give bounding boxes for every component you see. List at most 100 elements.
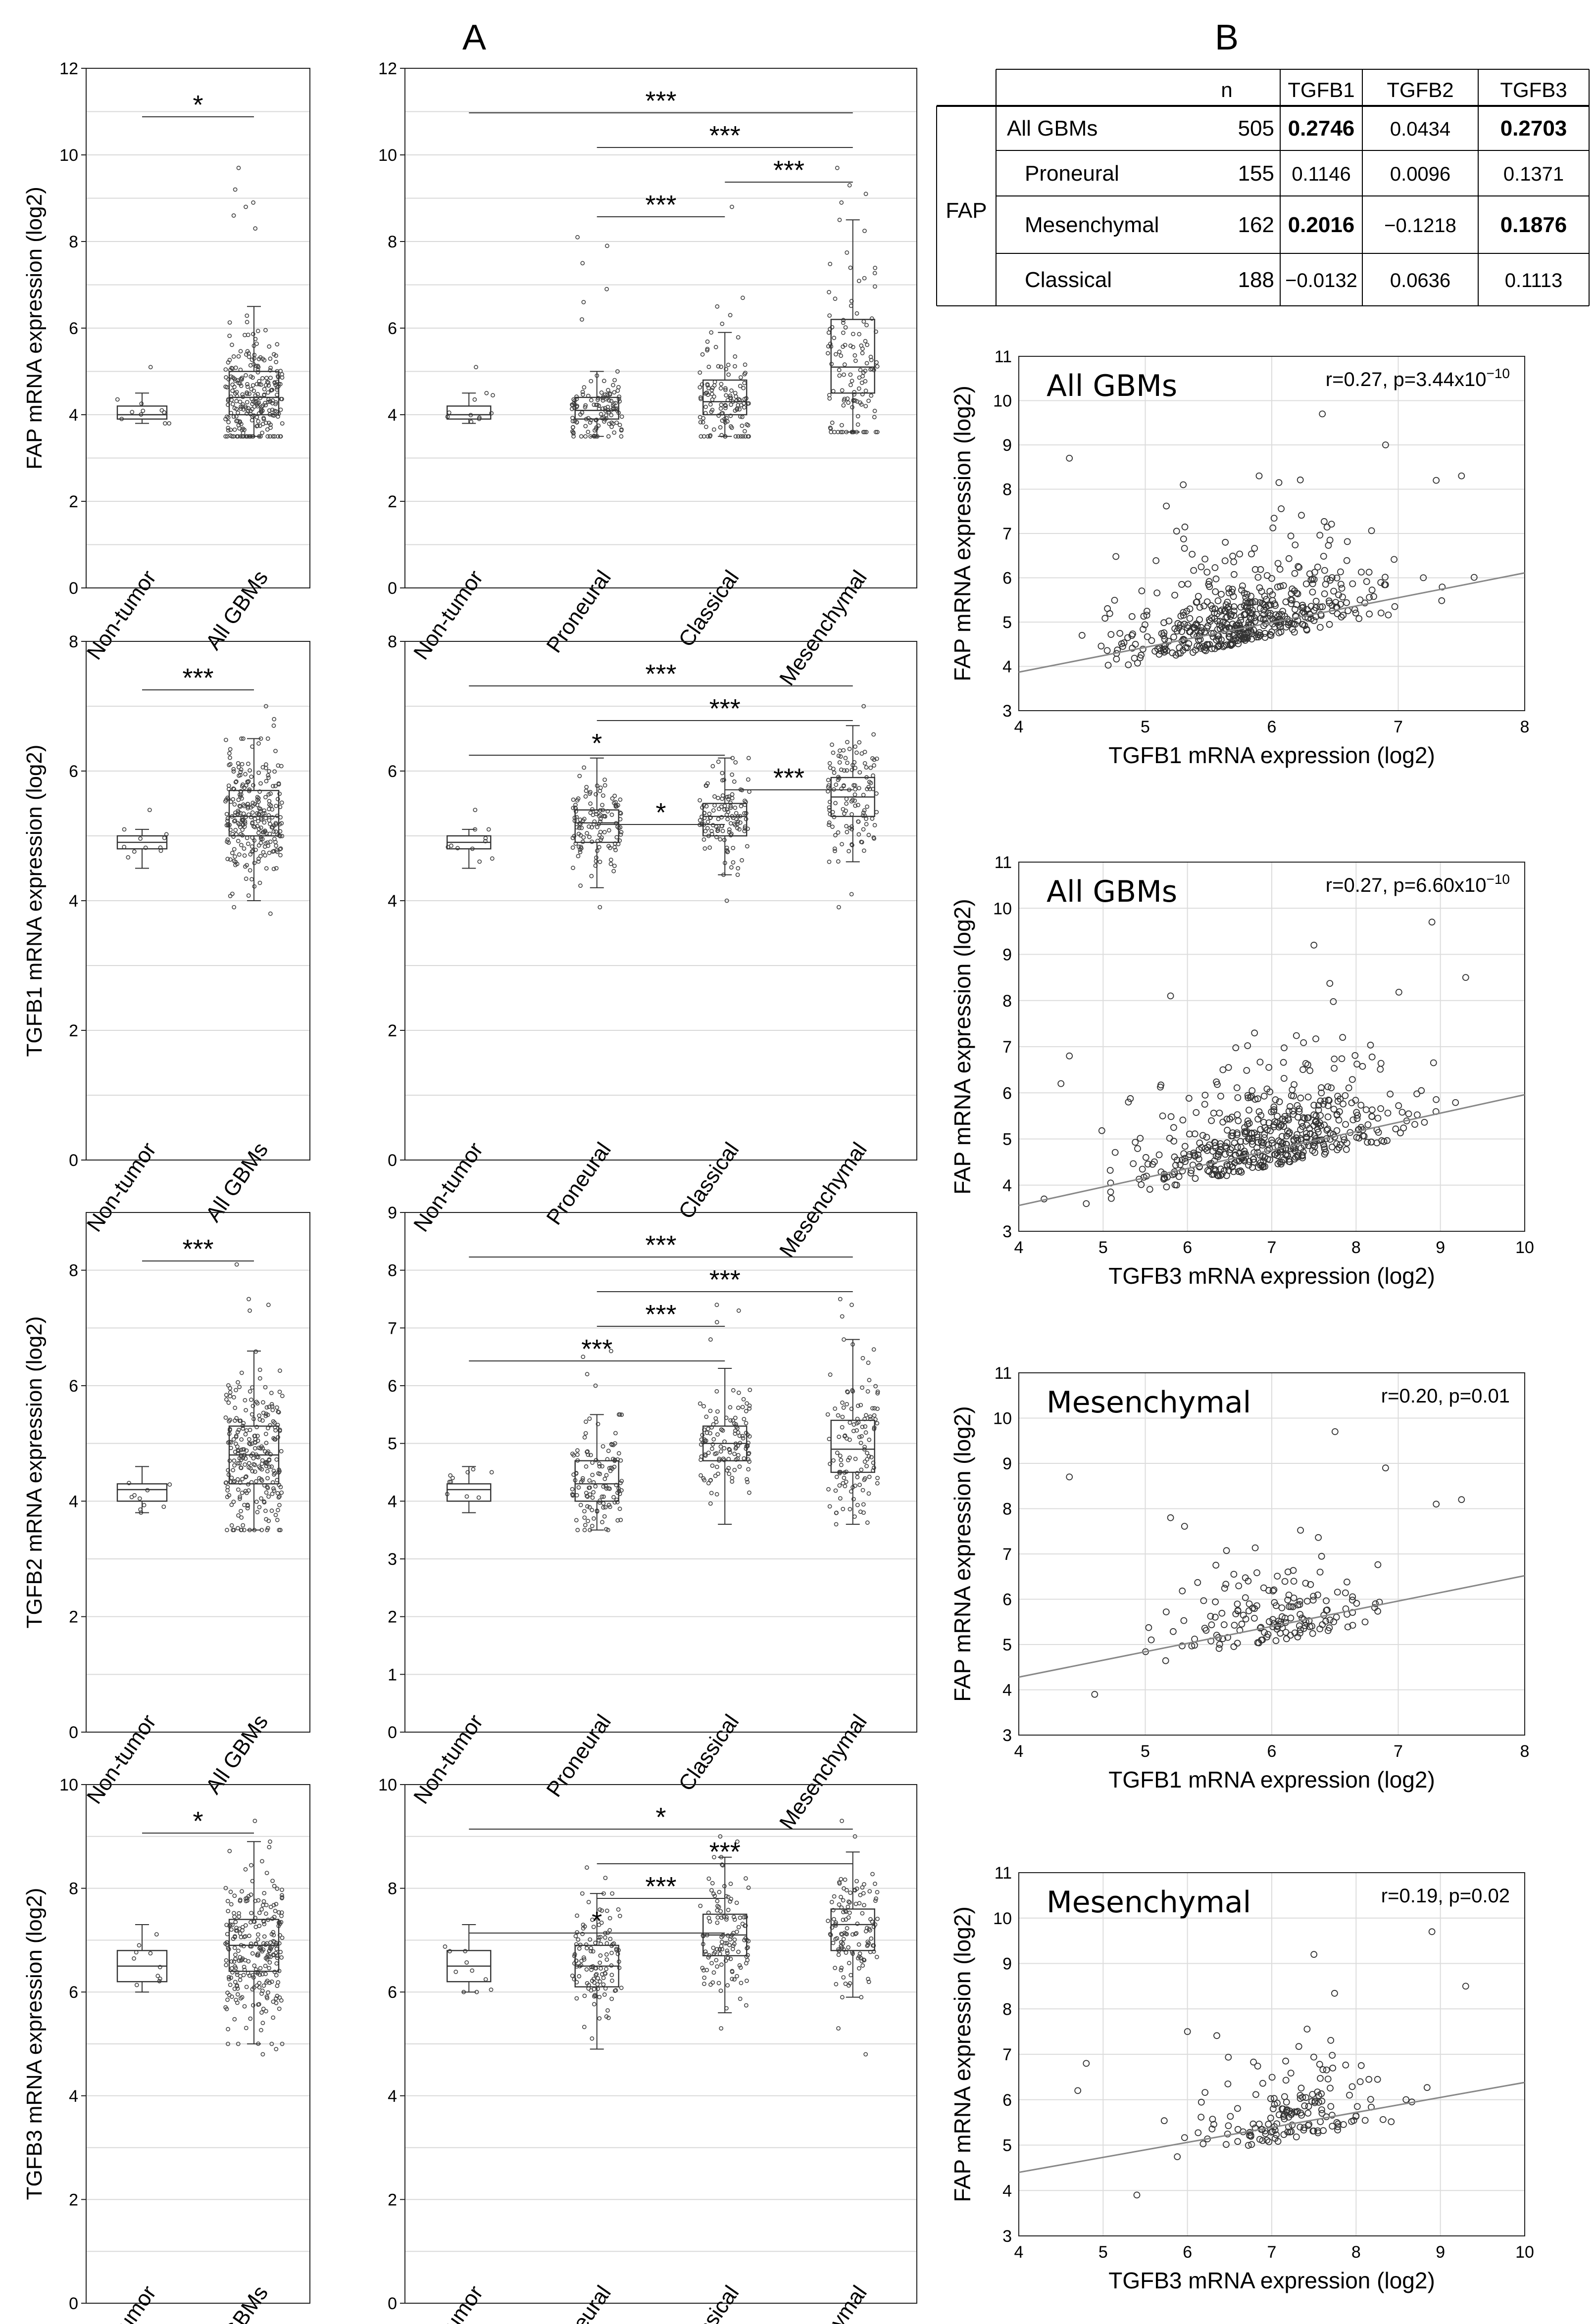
data-point xyxy=(1342,1092,1349,1099)
data-point xyxy=(246,779,251,784)
data-point xyxy=(1251,1096,1259,1103)
data-point xyxy=(736,1452,741,1457)
data-point xyxy=(249,418,254,423)
data-point xyxy=(486,827,491,832)
outlier-point xyxy=(474,365,478,370)
data-point xyxy=(737,1390,741,1395)
data-point xyxy=(1218,1609,1226,1617)
data-point xyxy=(254,1500,259,1504)
data-point xyxy=(245,835,249,840)
data-point xyxy=(250,383,255,387)
data-point xyxy=(273,1512,278,1517)
data-point xyxy=(226,783,231,788)
outlier-point xyxy=(268,911,273,916)
data-point xyxy=(239,1370,244,1375)
data-point xyxy=(1260,1139,1267,1147)
data-point xyxy=(141,408,146,413)
data-point xyxy=(236,1513,241,1518)
data-point xyxy=(233,1980,238,1985)
data-point xyxy=(256,819,260,823)
data-point xyxy=(855,399,859,404)
data-point xyxy=(597,1464,602,1469)
data-point xyxy=(601,1505,606,1510)
data-point xyxy=(1334,2127,1342,2133)
data-point xyxy=(710,408,715,412)
data-point xyxy=(843,325,848,330)
data-point xyxy=(235,812,240,816)
outlier-point xyxy=(1091,1691,1098,1698)
data-point xyxy=(1352,609,1359,617)
x-tick-label: 6 xyxy=(1267,1742,1277,1761)
data-point xyxy=(273,1428,278,1433)
data-point xyxy=(239,377,243,382)
data-point xyxy=(743,362,748,367)
data-point xyxy=(1165,637,1172,645)
data-point xyxy=(267,1457,272,1462)
data-point xyxy=(875,1889,880,1894)
data-point xyxy=(254,1983,259,1988)
data-point xyxy=(742,381,747,386)
data-point xyxy=(704,390,709,395)
data-point xyxy=(1248,606,1256,614)
data-point xyxy=(233,827,238,832)
significance-label: *** xyxy=(709,694,741,724)
data-point xyxy=(223,1415,228,1420)
data-point xyxy=(137,1943,142,1948)
outlier-point xyxy=(580,261,585,266)
data-point xyxy=(1128,613,1136,620)
data-point xyxy=(1318,2090,1325,2097)
data-point xyxy=(1234,1600,1241,1608)
data-point xyxy=(860,1385,864,1390)
data-point xyxy=(1140,626,1147,633)
data-point xyxy=(598,860,602,864)
y-tick-label: 7 xyxy=(388,1319,397,1338)
data-point xyxy=(264,1911,268,1916)
data-point xyxy=(234,1926,239,1931)
data-point xyxy=(708,1431,712,1436)
data-point xyxy=(263,853,267,858)
data-point xyxy=(725,1950,730,1955)
data-point xyxy=(1340,1100,1347,1108)
y-tick-label: 10 xyxy=(59,146,78,165)
data-point xyxy=(722,803,727,808)
data-point xyxy=(1161,635,1168,643)
data-point xyxy=(1215,1645,1223,1652)
data-point xyxy=(273,1471,277,1475)
data-point xyxy=(708,1478,713,1483)
data-point xyxy=(244,876,249,881)
data-point xyxy=(254,399,258,403)
data-point xyxy=(1368,1053,1376,1061)
data-point xyxy=(232,377,237,381)
data-point xyxy=(268,366,273,370)
data-point xyxy=(1355,1134,1363,1142)
data-point xyxy=(1288,596,1296,604)
data-point xyxy=(841,318,846,323)
data-point xyxy=(860,1885,865,1890)
data-point xyxy=(232,859,237,864)
data-point xyxy=(732,1915,736,1919)
data-point xyxy=(1361,1618,1369,1626)
scatter-title: All GBMs xyxy=(1047,369,1177,403)
outlier-point xyxy=(581,300,586,304)
data-point xyxy=(867,1437,872,1442)
data-point xyxy=(616,803,620,808)
data-point xyxy=(584,1419,588,1424)
data-point xyxy=(853,787,857,792)
data-point xyxy=(594,418,598,423)
data-point xyxy=(712,803,717,808)
data-point xyxy=(748,1388,752,1392)
data-point xyxy=(240,1477,245,1482)
data-point xyxy=(735,872,740,877)
data-point xyxy=(1260,611,1267,618)
outlier-point xyxy=(1319,410,1326,418)
data-point xyxy=(229,1902,234,1907)
data-point xyxy=(588,1452,593,1457)
data-point xyxy=(842,783,846,788)
data-point xyxy=(594,855,598,860)
data-point xyxy=(839,1932,844,1936)
data-point xyxy=(1303,1134,1311,1141)
data-point xyxy=(1348,1099,1355,1107)
data-point xyxy=(599,1920,604,1925)
y-tick-label: 5 xyxy=(388,1435,397,1453)
data-point xyxy=(604,1957,609,1962)
